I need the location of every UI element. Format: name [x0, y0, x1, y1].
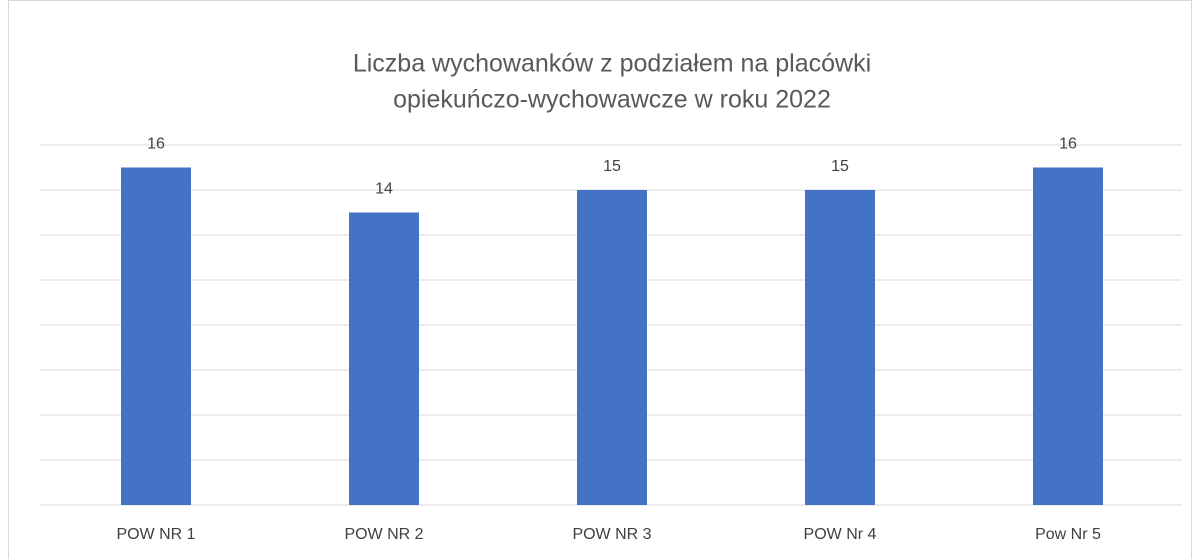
x-tick-label: POW NR 1 [116, 526, 195, 543]
x-tick-label: Pow Nr 5 [1035, 526, 1101, 543]
data-label: 16 [147, 136, 165, 153]
x-tick-label: POW Nr 4 [804, 526, 877, 543]
data-label: 15 [831, 158, 849, 175]
bar [121, 167, 191, 505]
bar [1033, 167, 1103, 505]
x-tick-label: POW NR 3 [572, 526, 651, 543]
x-tick-label: POW NR 2 [344, 526, 423, 543]
chart-title: opiekuńczo-wychowawcze w roku 2022 [393, 86, 831, 114]
data-label: 14 [375, 181, 393, 198]
data-label: 16 [1059, 136, 1077, 153]
bar [577, 190, 647, 505]
bar [805, 190, 875, 505]
bar [349, 212, 419, 505]
data-label: 15 [603, 158, 621, 175]
chart-title: Liczba wychowanków z podziałem na placów… [353, 50, 871, 78]
